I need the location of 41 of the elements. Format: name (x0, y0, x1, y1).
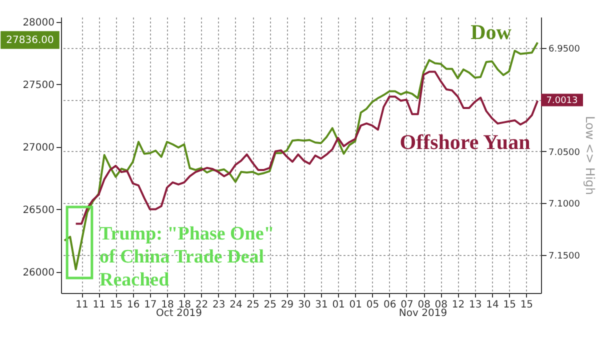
x-tick-label: 25 (264, 300, 277, 310)
x-tick-label: 15 (520, 300, 534, 310)
y-tick-label: 27500 (22, 80, 54, 91)
x-tick-label: 05 (366, 300, 380, 310)
x-tick-label: 23 (212, 300, 226, 310)
x-tick-label: 30 (298, 300, 311, 310)
x-tick-label: 12 (452, 300, 465, 310)
y2-tick-label: 7.1000 (548, 200, 580, 210)
x-tick-label: 15 (110, 300, 123, 310)
text: 27836.00 (6, 35, 54, 46)
x-tick-label: 16 (126, 300, 140, 310)
x-tick-label: 18 (161, 300, 174, 310)
x-tick-label: 11 (92, 300, 106, 310)
x-tick-label: 01 (332, 300, 345, 310)
y-tick-label: 26500 (22, 204, 54, 216)
annotation: Trump: "Phase One" of China Trade Deal Reached (100, 224, 274, 290)
series-label: Offshore Yuan (400, 130, 531, 154)
x-tick-label: 29 (280, 300, 294, 310)
x-tick-label: 17 (144, 300, 157, 310)
y2-tick-label: 6.9500 (548, 44, 580, 55)
x-tick-label: 31 (315, 300, 328, 310)
y2-tick-label: 7.1500 (548, 251, 580, 262)
x-tick-label: 13 (469, 300, 482, 310)
text: 7.0013 (546, 96, 578, 106)
x-tick-label: 25 (246, 300, 260, 310)
x-tick-label: 14 (486, 300, 499, 310)
y-tick-label: 27000 (22, 142, 54, 154)
text: Nov 2019 (398, 308, 448, 319)
y-tick-label: 26000 (22, 267, 54, 278)
x-tick-label: 11 (76, 300, 88, 310)
x-tick-label: 15 (503, 300, 516, 310)
x-tick-label: 01 (349, 300, 362, 310)
y2-axis-title: Low <> High (582, 116, 597, 195)
y-tick-label: 28000 (22, 17, 54, 28)
x-tick-label: 06 (383, 300, 396, 310)
line-series (63, 41, 539, 270)
text: Oct 2019 (156, 308, 202, 319)
line-series (74, 70, 539, 225)
y2-tick-label: 7.0500 (548, 148, 580, 158)
x-tick-label: 24 (230, 300, 242, 310)
series-label: Dow (470, 20, 512, 44)
